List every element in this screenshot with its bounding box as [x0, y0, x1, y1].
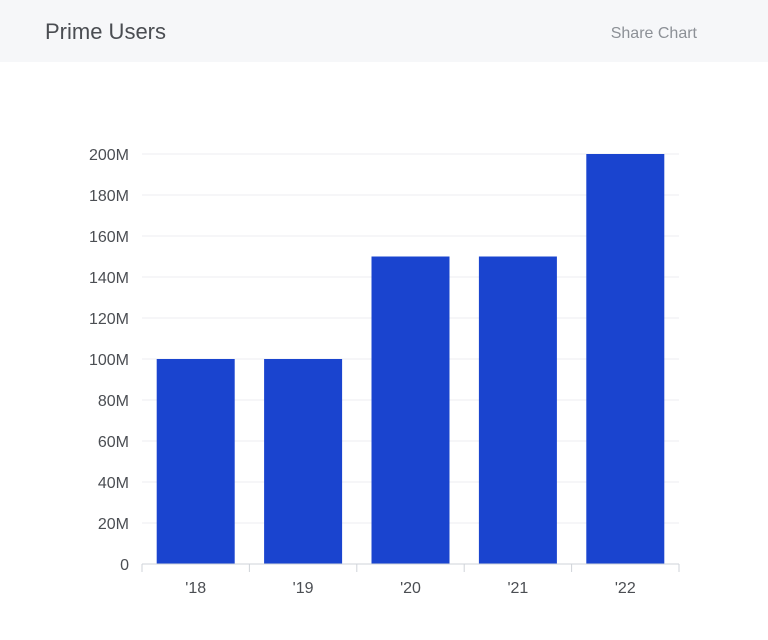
y-tick-label: 120M [89, 311, 129, 328]
y-tick-label: 60M [98, 434, 129, 451]
y-tick-label: 160M [89, 229, 129, 246]
y-tick-label: 20M [98, 516, 129, 533]
bar[interactable] [264, 359, 343, 564]
bar[interactable] [478, 256, 557, 565]
chart-header: Prime Users Share Chart [0, 0, 768, 62]
bar[interactable] [156, 359, 235, 564]
x-axis-labels: '18 '19 '20 '21 '22 [185, 580, 636, 597]
bars [156, 154, 665, 565]
y-tick-label: 100M [89, 352, 129, 369]
x-tick-label: '22 [615, 580, 636, 597]
y-tick-label: 140M [89, 270, 129, 287]
y-tick-label: 40M [98, 475, 129, 492]
bar[interactable] [371, 256, 450, 565]
y-tick-label: 200M [89, 147, 129, 164]
x-tick-label: '20 [400, 580, 421, 597]
x-tick-label: '21 [507, 580, 528, 597]
bar-chart: 0 20M 40M 60M 80M 100M 120M 140M 160M 180M 200M '1… [89, 147, 680, 597]
x-tick-label: '18 [185, 580, 206, 597]
x-tick-label: '19 [293, 580, 314, 597]
x-axis [141, 563, 680, 572]
bar[interactable] [586, 154, 665, 564]
chart-title: Prime Users [45, 19, 167, 44]
y-tick-label: 180M [89, 188, 129, 205]
y-axis-labels: 0 20M 40M 60M 80M 100M 120M 140M 160M 180M 200M [89, 147, 129, 574]
y-tick-label: 0 [120, 557, 129, 574]
y-tick-label: 80M [98, 393, 129, 410]
share-chart-link[interactable]: Share Chart [610, 25, 697, 42]
